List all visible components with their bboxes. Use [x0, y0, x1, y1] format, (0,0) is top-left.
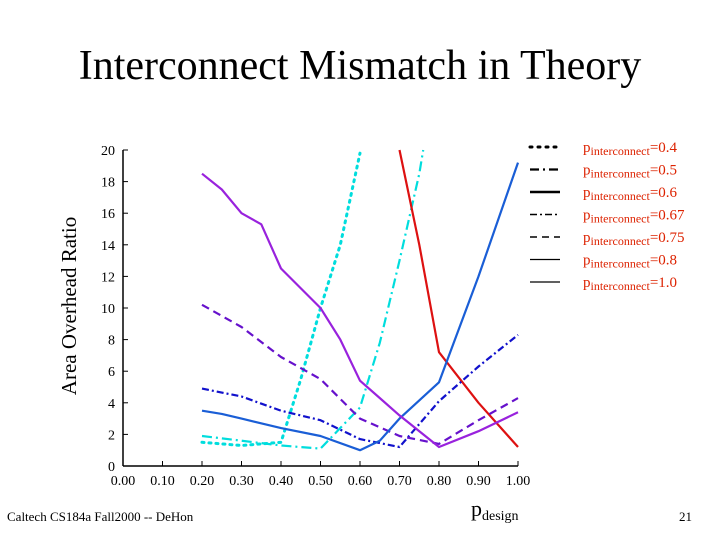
x-tick-label: 0.40: [269, 474, 294, 489]
y-tick-label: 20: [101, 144, 115, 159]
legend-label-1: pinterconnect=0.4: [583, 140, 678, 158]
legend-label-6: pinterconnect=0.8: [583, 253, 677, 271]
series-line-3: [398, 149, 519, 448]
series-line-2: [201, 149, 425, 450]
series-line-7: [201, 172, 519, 449]
x-axis-label: pdesign: [471, 496, 519, 524]
page-number: 21: [679, 509, 692, 524]
slide-title: Interconnect Mismatch in Theory: [78, 43, 642, 89]
legend-label-5: pinterconnect=0.75: [583, 230, 685, 248]
y-axis-label: Area Overhead Ratio: [57, 217, 81, 395]
y-tick-label: 4: [108, 397, 115, 412]
y-tick-label: 2: [108, 428, 115, 443]
x-tick-label: 0.60: [348, 474, 373, 489]
y-tick-label: 12: [101, 270, 115, 285]
legend-label-3: pinterconnect=0.6: [583, 185, 678, 203]
y-tick-label: 6: [108, 365, 115, 380]
legend-label-4: pinterconnect=0.67: [583, 208, 685, 226]
y-tick-label: 14: [101, 239, 115, 254]
x-tick-label: 0.30: [229, 474, 254, 489]
x-tick-label: 0.20: [190, 474, 215, 489]
series-line-4: [201, 334, 519, 449]
x-axis-label-sub: design: [482, 509, 519, 524]
series-layer: [200, 149, 520, 452]
x-tick-label: 0.10: [150, 474, 175, 489]
legend: pinterconnect=0.4 pinterconnect=0.5 pinter…: [528, 140, 685, 293]
y-tick-label: 10: [101, 302, 115, 317]
y-tick-label: 16: [101, 207, 115, 222]
x-tick-label: 0.00: [111, 474, 136, 489]
legend-label-2: pinterconnect=0.5: [583, 163, 677, 181]
axes: 0 2 4 6 8 10 12 14 16 18 20 0.00 0.10 0.20 0.30 0.40 0.5…: [101, 144, 530, 489]
x-tick-label: 0.70: [387, 474, 412, 489]
series-line-5: [201, 303, 519, 445]
legend-label-7: pinterconnect=1.0: [583, 275, 677, 293]
y-tick-label: 18: [101, 176, 115, 191]
y-tick-label: 8: [108, 334, 115, 349]
x-axis-label-main: p: [471, 496, 482, 521]
y-tick-label: 0: [108, 460, 115, 475]
footer-credit: Caltech CS184a Fall2000 -- DeHon: [7, 509, 194, 524]
x-tick-label: 0.80: [427, 474, 452, 489]
series-line-6: [201, 162, 520, 452]
x-tick-label: 0.90: [466, 474, 491, 489]
series-line-1: [200, 151, 362, 447]
x-tick-label: 1.00: [506, 474, 531, 489]
x-tick-label: 0.50: [308, 474, 333, 489]
